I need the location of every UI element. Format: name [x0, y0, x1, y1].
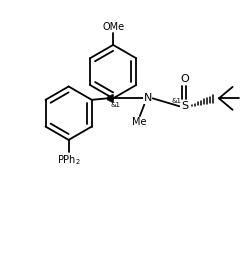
- Text: O: O: [180, 74, 189, 84]
- Text: &1: &1: [172, 98, 181, 104]
- Text: &1: &1: [110, 102, 120, 108]
- Text: Me: Me: [132, 117, 146, 127]
- Text: PPh$_2$: PPh$_2$: [57, 153, 80, 167]
- Text: OMe: OMe: [102, 22, 124, 32]
- Text: N: N: [144, 93, 152, 103]
- Text: S: S: [181, 101, 188, 111]
